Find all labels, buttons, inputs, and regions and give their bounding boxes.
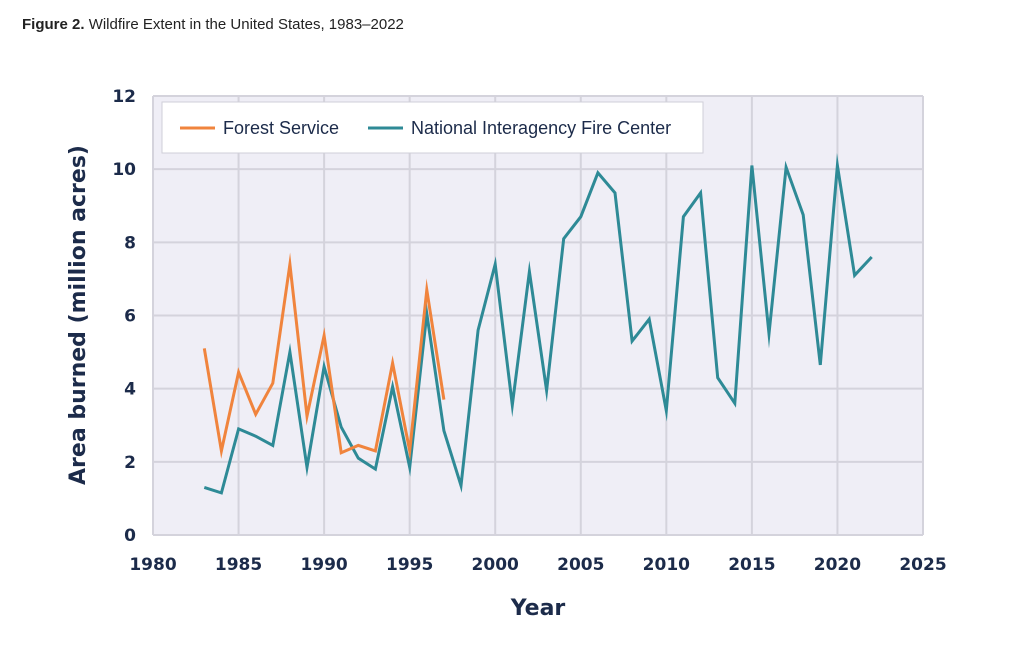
series-lines	[202, 153, 873, 495]
x-tick-labels: 1980 1985 1990 1995 2000 2005 2010 2015 2020 2025	[129, 555, 946, 575]
x-tick-label: 1985	[215, 555, 262, 575]
x-tick-label: 2020	[814, 555, 861, 575]
x-tick-label: 2000	[472, 555, 519, 575]
legend-box	[161, 101, 704, 154]
x-tick-label: 2005	[557, 555, 604, 575]
series-line-forest-service	[202, 252, 446, 461]
figure-label: Figure 2.	[22, 16, 85, 33]
series-line-national-interagency-fire-center	[203, 153, 873, 495]
x-tick-label: 1990	[300, 555, 347, 575]
legend-label-national-interagency-fire-center: National Interagency Fire Center	[411, 118, 671, 138]
y-tick-label: 0	[124, 526, 136, 546]
y-tick-labels: 0 2 4 6 8 10 12	[112, 87, 136, 546]
x-tick-label: 1995	[386, 555, 433, 575]
y-tick-label: 12	[112, 87, 136, 107]
x-axis-label: Year	[510, 596, 566, 621]
x-tick-label: 2025	[899, 555, 946, 575]
grid-lines	[152, 95, 924, 536]
y-tick-label: 4	[124, 380, 136, 400]
y-axis-label: Area burned (million acres)	[66, 145, 91, 485]
x-tick-label: 1980	[129, 555, 176, 575]
figure-title: Figure 2. Wildfire Extent in the United …	[22, 16, 404, 33]
y-tick-label: 8	[124, 233, 136, 253]
y-tick-label: 6	[124, 307, 136, 327]
x-tick-label: 2015	[728, 555, 775, 575]
legend-label-forest-service: Forest Service	[223, 118, 339, 138]
y-tick-label: 2	[124, 453, 136, 473]
figure-title-text: Wildfire Extent in the United States, 19…	[88, 16, 404, 33]
legend: Forest Service National Interagency Fire …	[161, 101, 704, 154]
y-tick-label: 10	[112, 160, 136, 180]
x-tick-label: 2010	[643, 555, 690, 575]
